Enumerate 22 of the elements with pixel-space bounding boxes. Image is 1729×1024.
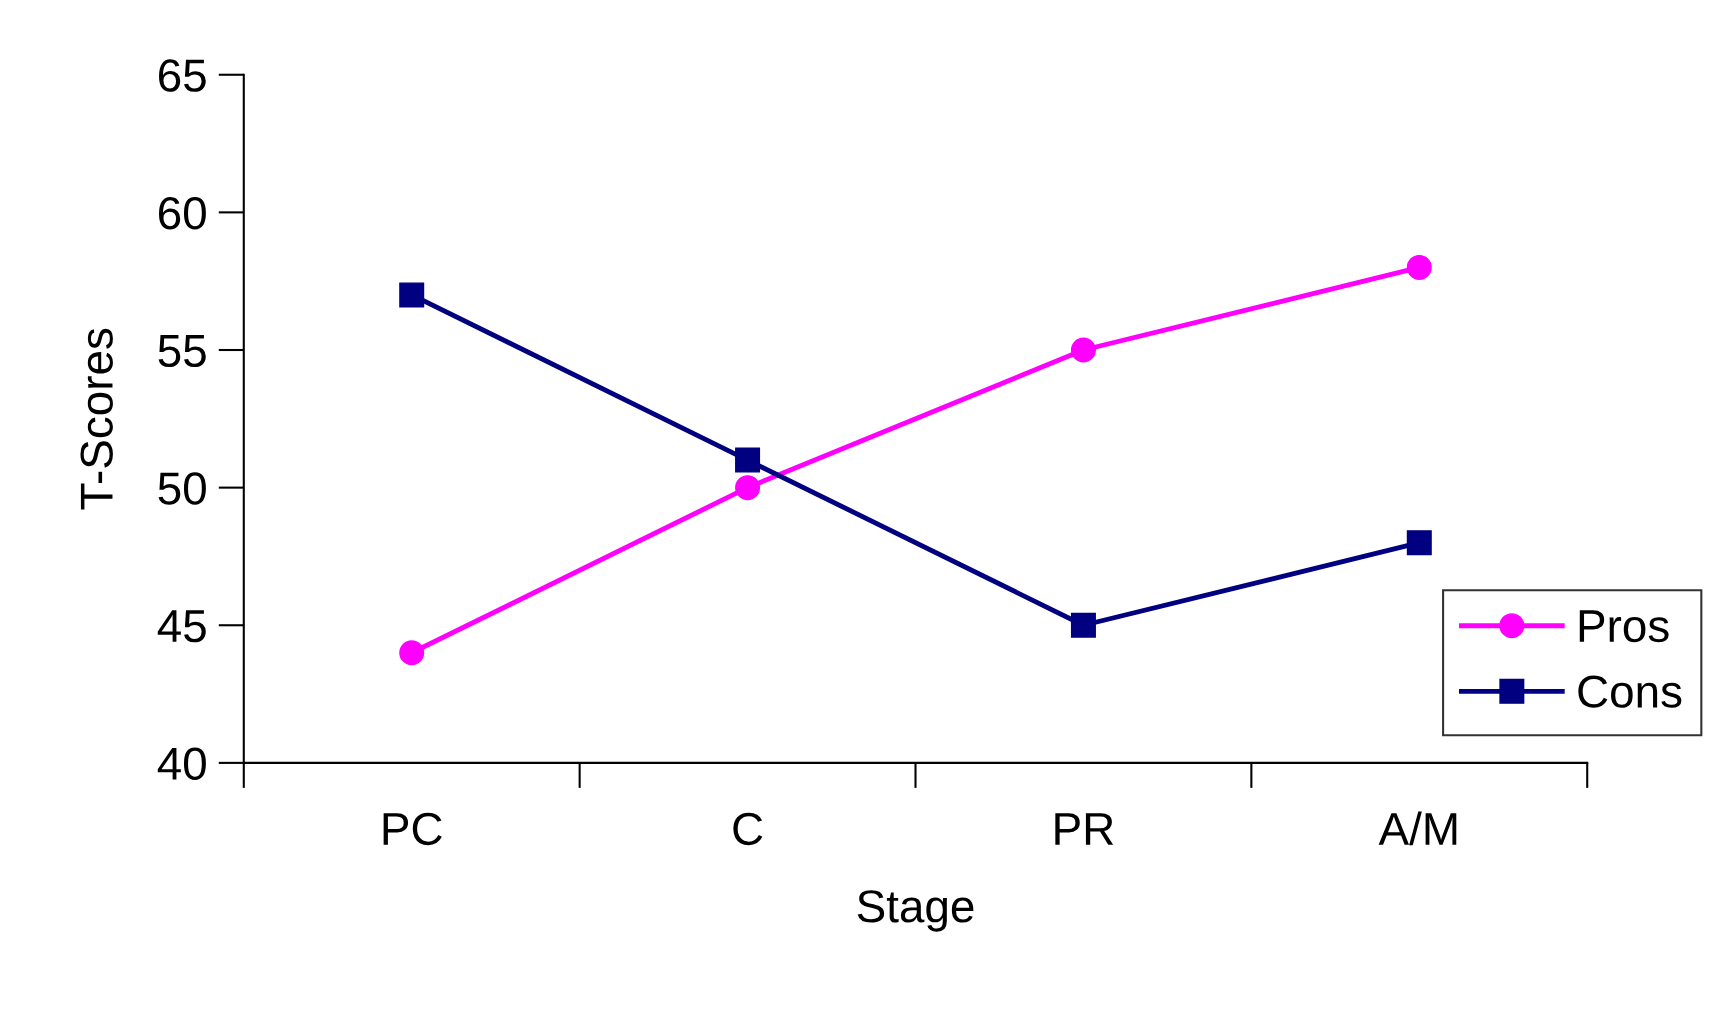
x-tick-label: PC (383, 812, 442, 846)
point (735, 475, 761, 501)
point (1070, 612, 1096, 638)
y-tick-label: 60 (159, 196, 206, 230)
point (1406, 530, 1432, 556)
point (1070, 337, 1096, 363)
legend-label: Cons (1578, 675, 1682, 708)
x-tick-label: A/M (1378, 811, 1457, 846)
y-axis-title: T-Scores (80, 328, 113, 510)
point (1406, 254, 1432, 280)
y-tick-label: 65 (159, 59, 206, 92)
point (735, 447, 761, 473)
y-tick-label: 55 (158, 335, 206, 368)
x-tick-label: C (733, 812, 763, 846)
x-tick-label: PR (1055, 813, 1114, 845)
y-tick-label: 50 (158, 472, 206, 505)
x-axis-title: Stage (857, 890, 974, 932)
point (399, 282, 425, 308)
point (399, 640, 425, 666)
y-tick-label: 40 (157, 747, 206, 780)
legend-label: Pros (1579, 610, 1669, 643)
y-tick-label: 45 (157, 610, 206, 643)
